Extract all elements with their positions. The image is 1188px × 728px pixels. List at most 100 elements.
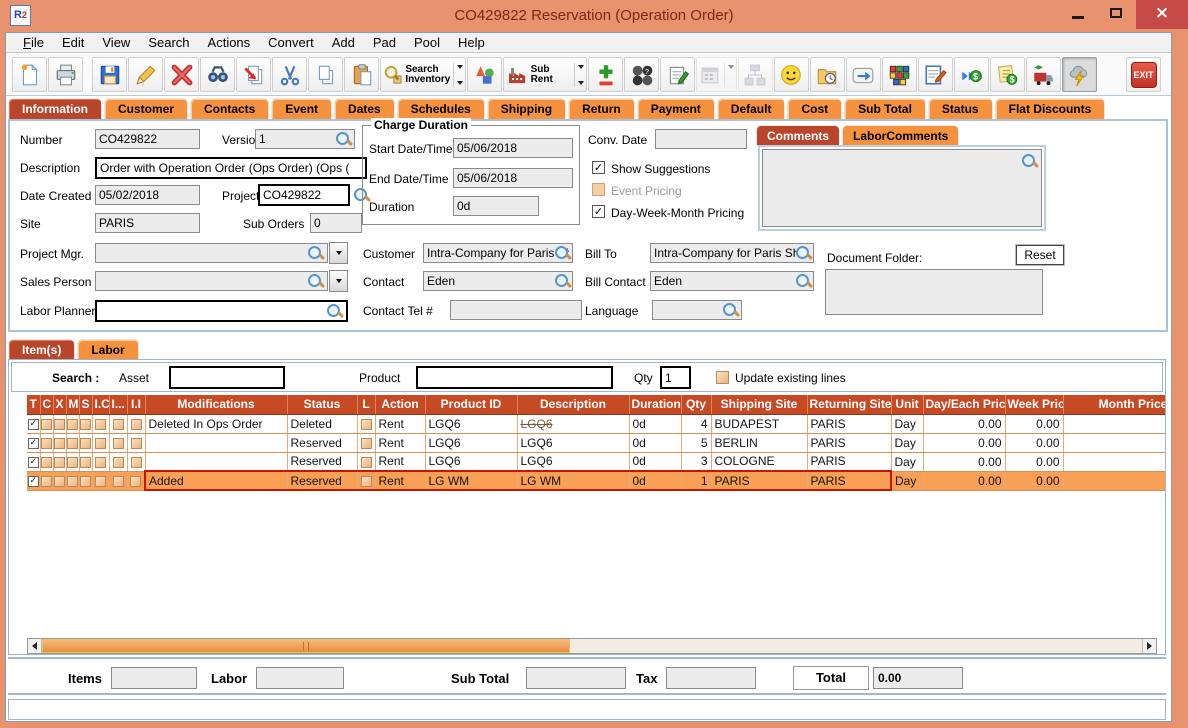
flag-checkbox-cell[interactable] <box>109 414 128 434</box>
menu-edit[interactable]: Edit <box>61 35 85 50</box>
exit-button[interactable]: EXIT <box>1126 57 1161 92</box>
qty-cell[interactable]: 5 <box>681 433 712 453</box>
modifications-cell[interactable] <box>145 452 288 472</box>
spheres-button[interactable]: ? <box>624 57 660 92</box>
column-header[interactable]: Shipping Site <box>711 395 808 415</box>
row-checkbox-unchecked[interactable] <box>112 475 124 487</box>
new-document-button[interactable] <box>12 57 47 92</box>
row-checkbox-unchecked[interactable] <box>67 418 78 430</box>
product-id-cell[interactable]: LG WM <box>425 470 518 491</box>
day-each-price-cell[interactable]: 0.00 <box>923 433 1006 453</box>
comments-textarea[interactable] <box>762 149 1042 227</box>
status-cell[interactable]: Reserved <box>287 470 358 491</box>
tab-event[interactable]: Event <box>271 98 333 119</box>
flag-checkbox-cell[interactable] <box>109 433 128 453</box>
tab-dates[interactable]: Dates <box>334 98 395 119</box>
column-header[interactable]: C <box>40 395 54 415</box>
table-row[interactable]: ✓ Reserved Rent LGQ6 LGQ6 0d 3 COLOGNE PARIS Day 0… <box>27 452 1165 472</box>
tab-contacts[interactable]: Contacts <box>190 98 270 119</box>
tab-labor[interactable]: Labor <box>77 339 139 360</box>
flag-checkbox-cell[interactable] <box>66 471 80 491</box>
flag-checkbox-cell[interactable] <box>127 433 146 453</box>
flag-checkbox-cell[interactable] <box>92 471 110 491</box>
unit-cell[interactable]: Day <box>891 433 924 453</box>
modifications-cell[interactable]: Deleted In Ops Order <box>145 414 288 434</box>
project-lookup-icon[interactable] <box>353 187 370 204</box>
l-checkbox-cell[interactable] <box>357 452 376 472</box>
tab-sub-total[interactable]: Sub Total <box>844 98 926 119</box>
row-checkbox-unchecked[interactable] <box>360 418 372 430</box>
flag-checkbox-cell[interactable] <box>40 471 54 491</box>
action-cell[interactable]: Rent <box>375 452 426 472</box>
close-button[interactable]: × <box>1136 0 1188 29</box>
flag-checkbox-cell[interactable] <box>40 433 54 453</box>
flag-checkbox-cell[interactable] <box>109 471 128 491</box>
flag-checkbox-cell[interactable]: ✓ <box>27 452 41 472</box>
shipping-site-cell[interactable]: BUDAPEST <box>711 414 808 434</box>
column-header[interactable]: Returning Site <box>807 395 892 415</box>
unit-cell[interactable]: Day <box>891 471 924 491</box>
week-price-cell[interactable]: 0.00 <box>1005 471 1064 491</box>
column-header[interactable]: Day/Each Price <box>923 395 1006 415</box>
column-header[interactable]: Action <box>375 395 426 415</box>
row-checkbox-unchecked[interactable] <box>80 475 91 487</box>
bill-contact-lookup-icon[interactable] <box>795 273 812 290</box>
row-checkbox-unchecked[interactable] <box>54 437 65 449</box>
table-row[interactable]: ✓ Added Reserved Rent LG WM LG WM 0d 1 PARIS PARI… <box>27 470 1165 491</box>
status-cell[interactable]: Deleted <box>287 414 358 434</box>
project-mgr-dropdown[interactable] <box>329 242 348 264</box>
returning-site-cell[interactable]: PARIS <box>807 433 892 453</box>
menu-pad[interactable]: Pad <box>372 35 396 50</box>
action-cell[interactable]: Rent <box>375 414 426 434</box>
sub-rent-button[interactable]: Sub Rent <box>503 57 588 92</box>
row-checkbox-unchecked[interactable] <box>41 437 52 449</box>
flag-checkbox-cell[interactable] <box>66 433 80 453</box>
row-checkbox-unchecked[interactable] <box>67 475 78 487</box>
flag-checkbox-cell[interactable] <box>79 433 93 453</box>
project-mgr-lookup-icon[interactable] <box>307 245 324 262</box>
language-lookup-icon[interactable] <box>722 302 739 319</box>
copy-special-button[interactable] <box>236 57 272 92</box>
flag-checkbox-cell[interactable] <box>79 452 93 472</box>
qty-cell[interactable]: 1 <box>681 470 712 491</box>
action-cell[interactable]: Rent <box>375 470 426 491</box>
row-checkbox-unchecked[interactable] <box>130 456 142 468</box>
add-remove-button[interactable] <box>588 57 624 92</box>
sales-person-dropdown[interactable] <box>329 270 348 292</box>
row-checkbox-checked[interactable]: ✓ <box>27 456 39 468</box>
tab-customer[interactable]: Customer <box>104 98 189 119</box>
row-checkbox-unchecked[interactable] <box>80 456 91 468</box>
asset-input[interactable] <box>169 366 285 389</box>
row-checkbox-unchecked[interactable] <box>54 456 65 468</box>
duration-cell[interactable]: 0d <box>629 470 682 491</box>
flag-checkbox-cell[interactable] <box>53 414 67 434</box>
row-checkbox-unchecked[interactable] <box>54 475 65 487</box>
column-header[interactable]: Description <box>517 395 630 415</box>
row-checkbox-unchecked[interactable] <box>112 418 124 430</box>
flag-checkbox-cell[interactable]: ✓ <box>27 433 41 453</box>
scroll-right-arrow[interactable] <box>1142 639 1156 653</box>
month-price-cell[interactable] <box>1063 414 1165 434</box>
notepad-button[interactable] <box>660 57 696 92</box>
tab-flat-discounts[interactable]: Flat Discounts <box>994 98 1106 119</box>
action-cell[interactable]: Rent <box>375 433 426 453</box>
column-header[interactable]: I.C <box>92 395 110 415</box>
update-existing-lines-checkbox[interactable] <box>716 371 729 384</box>
row-checkbox-unchecked[interactable] <box>41 418 52 430</box>
l-checkbox-cell[interactable] <box>357 414 376 434</box>
row-checkbox-checked[interactable]: ✓ <box>27 475 39 487</box>
tab-items[interactable]: Item(s) <box>8 339 76 360</box>
paste-button[interactable] <box>344 57 380 92</box>
product-id-cell[interactable]: LGQ6 <box>425 452 518 472</box>
column-header[interactable]: Duration <box>629 395 682 415</box>
project-field[interactable] <box>258 184 350 206</box>
week-price-cell[interactable]: 0.00 <box>1005 452 1064 472</box>
menu-search[interactable]: Search <box>148 35 190 50</box>
week-price-cell[interactable]: 0.00 <box>1005 414 1064 434</box>
description-cell[interactable]: LGQ6 <box>517 452 630 472</box>
row-checkbox-unchecked[interactable] <box>360 437 372 449</box>
flag-checkbox-cell[interactable] <box>79 471 93 491</box>
quick-action-button[interactable] <box>1062 57 1097 92</box>
save-button[interactable] <box>92 57 128 92</box>
labor-planner-lookup-icon[interactable] <box>326 303 343 320</box>
